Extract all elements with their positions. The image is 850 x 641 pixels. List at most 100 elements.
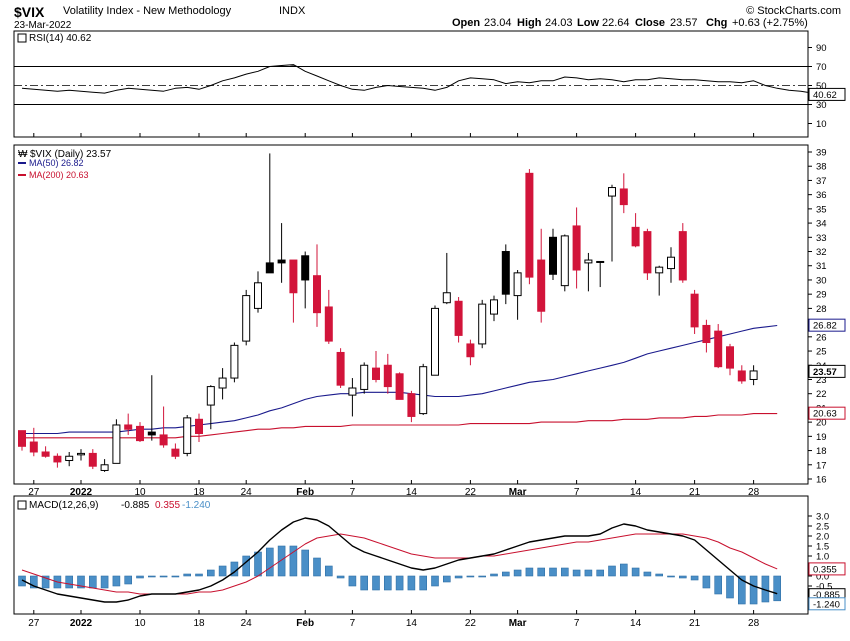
x-tick-label: 7 [350, 618, 356, 629]
macd-hist-bar [159, 575, 168, 578]
candle-body [596, 260, 605, 263]
macd-hist-bar [608, 565, 616, 577]
ma50-legend-text: MA(50) 26.82 [29, 158, 84, 168]
high-value: 24.03 [545, 17, 573, 29]
macd-line [21, 517, 778, 603]
price-ytick-label: 19 [816, 432, 827, 443]
exchange-label: INDX [279, 5, 306, 17]
macd-hist-bar [124, 575, 132, 585]
rsi-ytick-label: 50 [816, 81, 827, 92]
close-value: 23.57 [670, 17, 698, 29]
candle-body [136, 425, 144, 442]
macd-hist-bar [643, 571, 652, 577]
x-tick-label: 27 [28, 487, 40, 498]
ma200-line [22, 413, 778, 439]
macd-hist-bar [195, 573, 203, 577]
x-tick-label: 14 [406, 618, 418, 629]
x-tick-label: 2022 [70, 487, 93, 498]
candle-body [678, 231, 687, 281]
candle-body [525, 172, 534, 278]
x-tick-label: 7 [574, 618, 580, 629]
macd-hist-bar [501, 571, 510, 577]
hist-legend-value: -1.240 [182, 500, 211, 511]
x-tick-label: 18 [193, 618, 205, 629]
macd-hist-bar [65, 575, 73, 589]
x-tick-label: 21 [689, 487, 701, 498]
macd-hist-bar [89, 575, 97, 589]
macd-hist-bar [714, 575, 723, 595]
price-panel-frame [13, 144, 809, 485]
macd-hist-bar [254, 551, 262, 577]
candle-body [289, 259, 298, 294]
macd-hist-bar [77, 575, 85, 589]
macd-hist-bar [690, 575, 699, 581]
macd-hist-bar [324, 565, 333, 577]
price-ytick-label: 35 [816, 204, 827, 215]
price-ytick-label: 34 [816, 219, 827, 230]
candle-body [277, 259, 286, 264]
ma200-legend-text: MA(200) 20.63 [29, 170, 89, 180]
candle-body [218, 377, 227, 389]
candle-body [643, 231, 652, 274]
macd-hist-bar [383, 575, 392, 591]
price-legend-icon: ₩ [18, 149, 28, 160]
macd-hist-bar [726, 575, 734, 599]
candle-body [65, 455, 74, 462]
macd-hist-bar [667, 575, 675, 578]
candle-body [159, 434, 168, 446]
candle-body [183, 417, 192, 454]
watermark: © StockCharts.com [746, 5, 841, 17]
candle-body [454, 300, 463, 336]
macd-hist-bar [41, 575, 50, 589]
x-tick-label: 22 [465, 487, 477, 498]
candle-body [667, 256, 675, 270]
candle-body [254, 282, 262, 309]
x-tick-label: 7 [350, 487, 356, 498]
price-ytick-label: 16 [816, 475, 827, 486]
x-tick-label: 2022 [70, 618, 93, 629]
macd-last-label: -0.885 [813, 590, 840, 601]
candle-body [171, 448, 180, 457]
chg-label: Chg [706, 17, 727, 29]
price-ytick-label: 23 [816, 375, 827, 386]
candle-body [478, 303, 487, 345]
candle-body [702, 324, 711, 344]
macd-hist-bar [537, 567, 546, 577]
candle-body [726, 346, 734, 369]
candle-body [18, 430, 26, 447]
candle-body [631, 226, 640, 247]
candle-body [549, 236, 557, 275]
macd-hist-bar [207, 569, 215, 577]
macd-ytick-label: -0.5 [816, 582, 832, 593]
candle-body [336, 351, 345, 386]
ma200-last-label: 20.63 [813, 409, 837, 420]
macd-ytick-label: 1.5 [816, 542, 829, 553]
candle-body [608, 187, 616, 197]
macd-hist-bar [265, 547, 274, 577]
close-label: Close [635, 17, 665, 29]
candle-body [466, 343, 475, 358]
macd-hist-bar [360, 575, 369, 591]
ma200-last-label-box [808, 406, 846, 420]
x-tick-label: 10 [134, 487, 146, 498]
x-tick-label: 28 [748, 618, 760, 629]
rsi-ytick-label: 90 [816, 43, 827, 54]
candle-body [195, 418, 203, 435]
price-ytick-label: 38 [816, 162, 827, 173]
x-tick-label: 14 [406, 487, 418, 498]
price-ytick-label: 32 [816, 247, 827, 258]
price-ytick-label: 17 [816, 460, 827, 471]
candle-body [77, 452, 85, 456]
candle-body [419, 366, 428, 415]
candle-body [383, 364, 392, 388]
rsi-ytick-label: 30 [816, 100, 827, 111]
macd-hist-bar [631, 567, 640, 577]
candle-body [242, 295, 251, 342]
macd-hist-bar [513, 569, 522, 577]
signal-last-label: 0.355 [813, 564, 837, 575]
close-last-label-box [808, 364, 846, 378]
macd-ytick-label: 0.0 [816, 572, 829, 583]
macd-hist-bar [749, 575, 758, 605]
macd-hist-bar [584, 569, 593, 577]
x-tick-label: 27 [28, 618, 40, 629]
